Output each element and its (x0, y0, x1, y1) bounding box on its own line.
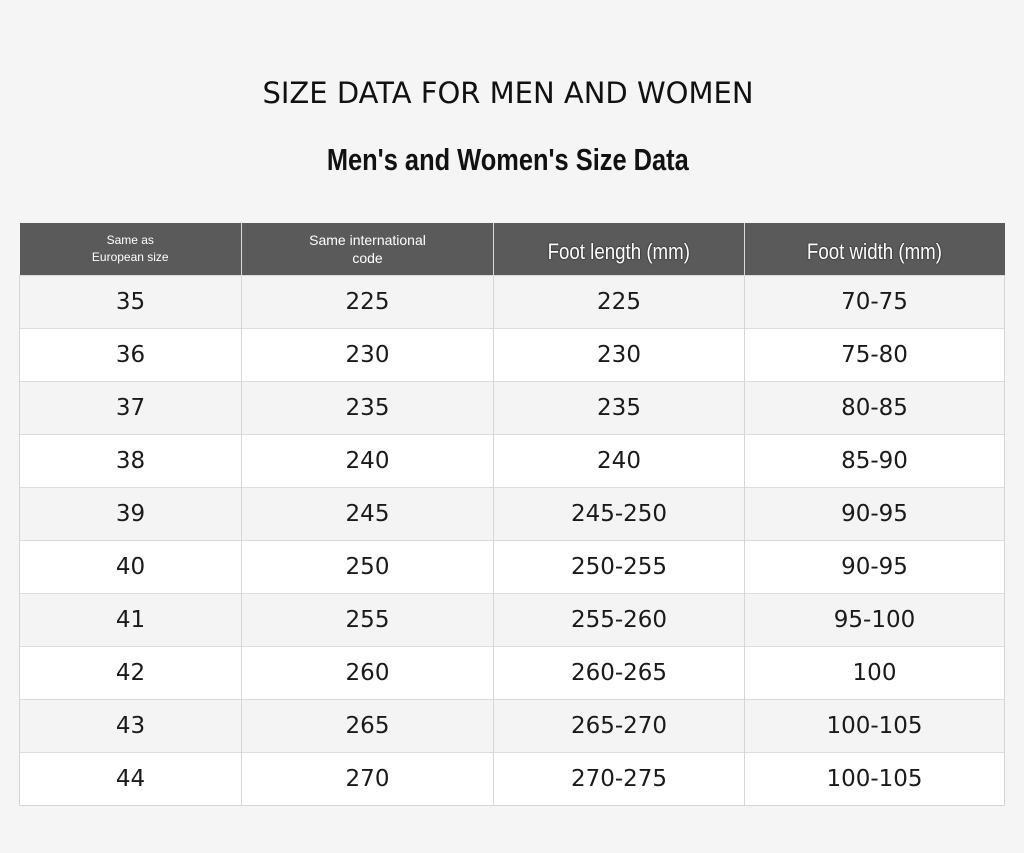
cell-foot-width: 85-90 (744, 434, 1005, 488)
table-row: 39 245 245-250 90-95 (19, 487, 1005, 541)
page-title: SIZE DATA FOR MEN AND WOMEN (262, 76, 754, 110)
table-row: 43 265 265-270 100-105 (19, 699, 1005, 753)
table-row: 41 255 255-260 95-100 (19, 593, 1005, 647)
cell-foot-length: 265-270 (493, 699, 745, 753)
cell-foot-width: 90-95 (744, 540, 1005, 594)
cell-foot-width: 70-75 (744, 275, 1005, 329)
header-foot-length: Foot length (mm) (493, 223, 745, 276)
cell-european-size: 42 (19, 646, 242, 700)
cell-international-code: 265 (241, 699, 494, 753)
cell-foot-width: 80-85 (744, 381, 1005, 435)
table-row: 42 260 260-265 100 (19, 646, 1005, 700)
cell-foot-width: 100 (744, 646, 1005, 700)
table-row: 44 270 270-275 100-105 (19, 752, 1005, 806)
table-row: 38 240 240 85-90 (19, 434, 1005, 488)
cell-foot-width: 100-105 (744, 752, 1005, 806)
cell-foot-length: 260-265 (493, 646, 745, 700)
header-european-size: Same as European size (19, 223, 242, 276)
cell-european-size: 44 (19, 752, 242, 806)
cell-foot-length: 250-255 (493, 540, 745, 594)
cell-international-code: 230 (241, 328, 494, 382)
header-foot-width-label: Foot width (mm) (807, 239, 943, 264)
cell-foot-width: 95-100 (744, 593, 1005, 647)
cell-international-code: 260 (241, 646, 494, 700)
table-row: 37 235 235 80-85 (19, 381, 1005, 435)
cell-international-code: 245 (241, 487, 494, 541)
cell-european-size: 40 (19, 540, 242, 594)
table-row: 36 230 230 75-80 (19, 328, 1005, 382)
table-body: 35 225 225 70-75 36 230 230 75-80 37 235… (19, 275, 1005, 806)
cell-european-size: 39 (19, 487, 242, 541)
cell-international-code: 225 (241, 275, 494, 329)
cell-foot-width: 75-80 (744, 328, 1005, 382)
header-foot-length-label: Foot length (mm) (547, 239, 691, 264)
cell-european-size: 43 (19, 699, 242, 753)
cell-foot-length: 235 (493, 381, 745, 435)
cell-foot-length: 225 (493, 275, 745, 329)
cell-european-size: 36 (19, 328, 242, 382)
size-table: Same as European size Same international… (19, 223, 1005, 806)
cell-international-code: 255 (241, 593, 494, 647)
header-international-code-label: Same international code (309, 232, 426, 266)
cell-european-size: 38 (19, 434, 242, 488)
header-international-code: Same international code (241, 223, 494, 276)
cell-european-size: 35 (19, 275, 242, 329)
cell-european-size: 41 (19, 593, 242, 647)
cell-international-code: 250 (241, 540, 494, 594)
cell-international-code: 235 (241, 381, 494, 435)
page-subtitle: Men's and Women's Size Data (326, 142, 689, 177)
cell-foot-length: 245-250 (493, 487, 745, 541)
header-row: Same as European size Same international… (19, 223, 1005, 276)
cell-foot-width: 100-105 (744, 699, 1005, 753)
table-row: 35 225 225 70-75 (19, 275, 1005, 329)
table-header: Same as European size Same international… (19, 223, 1005, 276)
cell-international-code: 240 (241, 434, 494, 488)
cell-foot-width: 90-95 (744, 487, 1005, 541)
cell-foot-length: 240 (493, 434, 745, 488)
table-row: 40 250 250-255 90-95 (19, 540, 1005, 594)
cell-foot-length: 270-275 (493, 752, 745, 806)
cell-foot-length: 255-260 (493, 593, 745, 647)
header-european-size-label: Same as European size (91, 233, 169, 264)
cell-international-code: 270 (241, 752, 494, 806)
cell-foot-length: 230 (493, 328, 745, 382)
cell-european-size: 37 (19, 381, 242, 435)
header-foot-width: Foot width (mm) (744, 223, 1005, 276)
